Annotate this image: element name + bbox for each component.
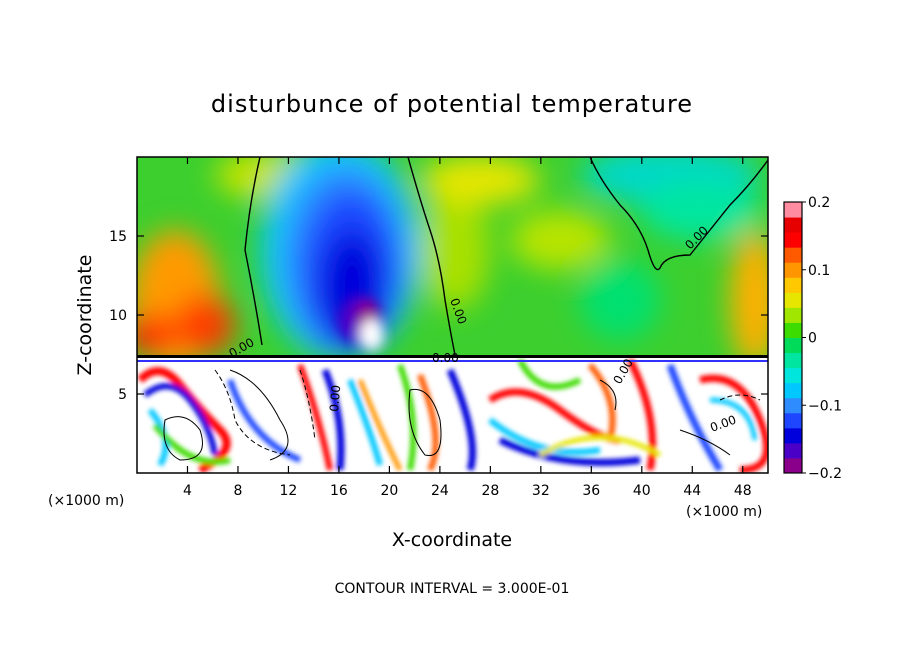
x-tick-label: 44 (683, 483, 701, 499)
y-tick-label: 5 (118, 387, 127, 403)
colorbar-swatch (784, 322, 802, 338)
colorbar-tick-label: −0.1 (808, 398, 842, 414)
colorbar-swatch (784, 352, 802, 369)
x-tick-label: 20 (380, 483, 398, 499)
colorbar-swatch (784, 232, 802, 248)
chart-title: disturbunce of potential temperature (211, 90, 693, 118)
colorbar-swatch (784, 397, 802, 414)
contour-label: 0.00 (432, 351, 459, 365)
y-tick-label: 15 (109, 229, 127, 245)
colorbar-swatch (784, 337, 802, 354)
x-axis: 4 8 12 16 20 24 28 32 36 40 44 48 (183, 157, 752, 499)
contour-interval-note: CONTOUR INTERVAL = 3.000E-01 (335, 581, 570, 597)
heatmap-field (137, 157, 768, 473)
colorbar-swatch (784, 412, 802, 429)
colorbar: 0.2 0.1 0 −0.1 −0.2 (783, 195, 842, 482)
colorbar-swatch (784, 277, 802, 293)
x-tick-label: 28 (481, 483, 499, 499)
colorbar-tick-label: −0.2 (808, 466, 842, 482)
x-tick-label: 32 (532, 483, 550, 499)
x-axis-label: X-coordinate (392, 529, 512, 551)
contour-label: 0.00 (327, 384, 343, 412)
colorbar-swatch (784, 262, 802, 278)
y-tick-label: 10 (109, 308, 127, 324)
colorbar-swatch (784, 367, 802, 384)
colorbar-swatch (784, 442, 802, 459)
colorbar-swatch (784, 247, 802, 263)
colorbar-swatch (784, 307, 802, 323)
colorbar-swatch (784, 457, 802, 474)
colorbar-swatch (784, 382, 802, 399)
x-unit-label-left: (×1000 m) (48, 493, 124, 509)
colorbar-tick-label: 0.2 (808, 195, 830, 211)
x-tick-label: 12 (280, 483, 298, 499)
x-tick-label: 16 (330, 483, 348, 499)
colorbar-swatch (784, 427, 802, 444)
x-tick-label: 36 (582, 483, 600, 499)
y-axis: 5 10 15 (109, 229, 768, 403)
x-tick-label: 4 (183, 483, 192, 499)
colorbar-swatch (784, 202, 802, 218)
x-tick-label: 48 (734, 483, 752, 499)
colorbar-tick-label: 0.1 (808, 263, 830, 279)
x-tick-label: 40 (633, 483, 651, 499)
colorbar-swatch (784, 217, 802, 233)
colorbar-swatch (784, 292, 802, 308)
x-tick-label: 24 (431, 483, 449, 499)
x-unit-label-right: (×1000 m) (686, 504, 762, 520)
x-tick-label: 8 (233, 483, 242, 499)
y-axis-label: Z-coordinate (74, 255, 96, 376)
colorbar-tick-label: 0 (808, 331, 817, 347)
